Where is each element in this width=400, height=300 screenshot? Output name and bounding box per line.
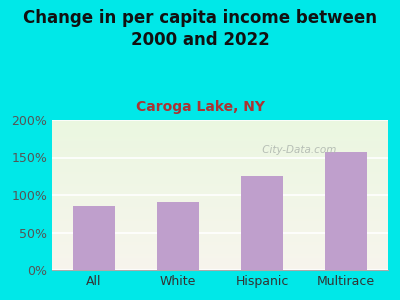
- Bar: [241, 176, 283, 270]
- Text: Change in per capita income between
2000 and 2022: Change in per capita income between 2000…: [23, 9, 377, 49]
- Bar: [73, 206, 115, 270]
- Text: Caroga Lake, NY: Caroga Lake, NY: [136, 100, 264, 115]
- Bar: [325, 152, 367, 270]
- Text: City-Data.com: City-Data.com: [258, 145, 336, 155]
- Bar: [157, 202, 199, 270]
